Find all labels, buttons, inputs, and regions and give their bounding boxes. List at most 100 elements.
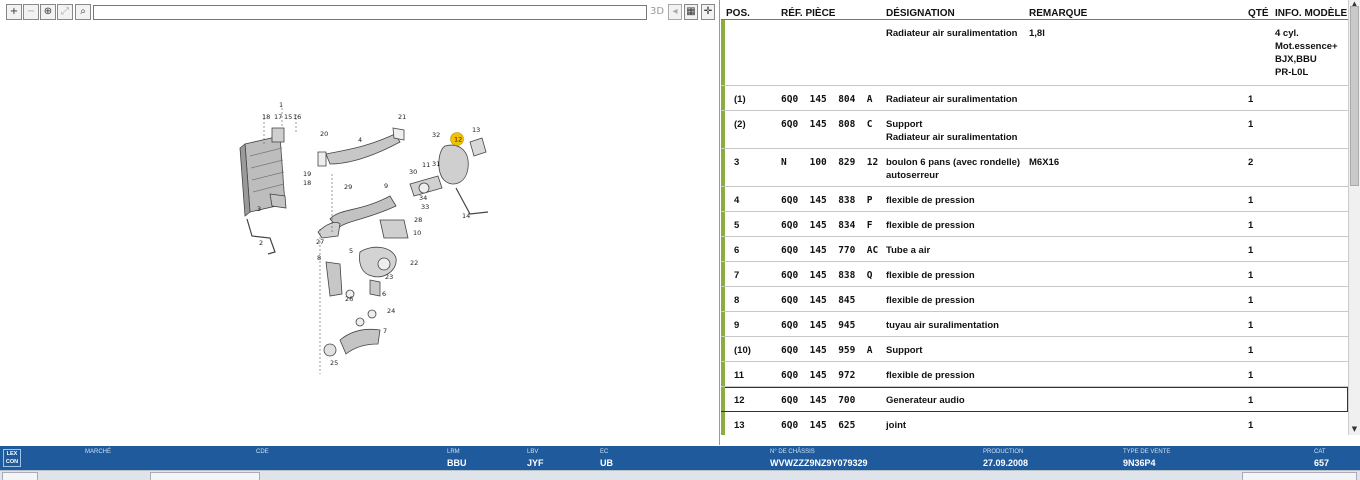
callout-label: 26 xyxy=(345,295,353,303)
3d-mode-toggle[interactable]: 3D xyxy=(650,6,665,17)
cell-qte: 1 xyxy=(1248,395,1254,406)
cell-pos: (1) xyxy=(734,94,746,105)
callout-label: 21 xyxy=(398,113,406,121)
prev-view-icon[interactable]: ◂ xyxy=(668,4,682,20)
cell-designation: flexible de pression xyxy=(886,220,975,231)
cell-info: 4 cyl. Mot.essence+ BJX,BBU PR-L0L xyxy=(1275,28,1338,78)
callout-label: 30 xyxy=(409,168,417,176)
cell-ref: 6Q0 145 625 xyxy=(781,420,856,431)
cell-ref: 6Q0 145 834 F xyxy=(781,220,873,231)
row-marker xyxy=(721,149,725,186)
zoom-area-button[interactable]: ⊕ xyxy=(40,4,56,20)
cell-qte: 1 xyxy=(1248,245,1254,256)
table-row[interactable]: Radiateur air suralimentation 1,8l 4 cyl. … xyxy=(721,20,1348,86)
cell-qte: 2 xyxy=(1248,157,1254,168)
header-qte[interactable]: QTÉ xyxy=(1248,8,1269,19)
zoom-out-button[interactable]: − xyxy=(23,4,39,20)
callout-labels: 1 18 17 15 16 19 18 3 2 20 4 21 32 12 13… xyxy=(257,101,480,367)
callout-label: 20 xyxy=(320,130,328,138)
row-marker xyxy=(721,312,725,336)
cell-ref: N 100 829 12 xyxy=(781,157,879,168)
table-row[interactable]: 11 6Q0 145 972 flexible de pression 1 xyxy=(721,362,1348,387)
vertical-scrollbar[interactable]: ▲ ▼ xyxy=(1348,0,1360,435)
table-row[interactable]: 5 6Q0 145 834 F flexible de pression 1 xyxy=(721,212,1348,237)
hose-7-drawing xyxy=(339,328,381,355)
table-row[interactable]: 13 6Q0 145 625 joint 1 xyxy=(721,412,1348,435)
cell-qte: 1 xyxy=(1248,345,1254,356)
callout-label: 17 xyxy=(274,113,282,121)
callout-label: 8 xyxy=(317,254,321,262)
taskbar-app-button[interactable] xyxy=(150,472,260,480)
cell-ref: 6Q0 145 700 xyxy=(781,395,856,406)
cell-pos: 9 xyxy=(734,320,740,331)
callout-label: 14 xyxy=(462,212,470,220)
production-value: 27.09.2008 xyxy=(983,458,1029,468)
header-designation[interactable]: DÉSIGNATION xyxy=(886,8,955,19)
search-input[interactable] xyxy=(93,5,647,20)
cell-designation: flexible de pression xyxy=(886,370,975,381)
crosshair-icon[interactable]: ✛ xyxy=(701,4,715,20)
scroll-down-icon[interactable]: ▼ xyxy=(1351,425,1358,433)
os-taskbar xyxy=(0,470,1360,480)
row-marker xyxy=(721,387,725,411)
callout-label: 19 xyxy=(303,170,311,178)
scroll-up-icon[interactable]: ▲ xyxy=(1351,0,1358,8)
cell-designation: Radiateur air suralimentation xyxy=(886,94,1018,105)
cell-designation: Radiateur air suralimentation xyxy=(886,28,1018,39)
hose-4-drawing xyxy=(325,133,401,165)
cell-ref: 6Q0 145 804 A xyxy=(781,94,873,105)
system-tray xyxy=(1242,472,1357,480)
cell-qte: 1 xyxy=(1248,220,1254,231)
row-marker xyxy=(721,111,725,148)
cell-ref: 6Q0 145 945 xyxy=(781,320,856,331)
row-marker xyxy=(721,187,725,211)
table-row[interactable]: 8 6Q0 145 845 flexible de pression 1 xyxy=(721,287,1348,312)
marche-label: MARCHÉ xyxy=(85,449,112,455)
header-pos[interactable]: POS. xyxy=(726,8,750,19)
chassis-label: N° DE CHÂSSIS xyxy=(770,449,815,455)
cell-ref: 6Q0 145 838 P xyxy=(781,195,873,206)
callout-label: 31 xyxy=(432,160,440,168)
cell-ref: 6Q0 145 838 Q xyxy=(781,270,873,281)
cell-qte: 1 xyxy=(1248,295,1254,306)
lrm-label: LRM xyxy=(447,449,460,455)
table-row-selected[interactable]: 12 6Q0 145 700 Generateur audio 1 xyxy=(721,387,1348,412)
table-row[interactable]: (2) 6Q0 145 808 C Support Radiateur air su… xyxy=(721,111,1348,149)
table-row[interactable]: 6 6Q0 145 770 AC Tube a air 1 xyxy=(721,237,1348,262)
row-marker xyxy=(721,362,725,386)
chassis-value: WVWZZZ9NZ9Y079329 xyxy=(770,458,868,468)
table-row[interactable]: (10) 6Q0 145 959 A Support 1 xyxy=(721,337,1348,362)
zoom-fit-button[interactable]: ⤢ xyxy=(57,4,73,20)
start-button[interactable] xyxy=(2,472,38,480)
table-row[interactable]: 4 6Q0 145 838 P flexible de pression 1 xyxy=(721,187,1348,212)
grid-view-icon[interactable]: ▦ xyxy=(684,4,698,20)
scroll-thumb[interactable] xyxy=(1350,6,1359,186)
highlight-marker-icon[interactable] xyxy=(450,132,464,146)
callout-label: 5 xyxy=(349,247,353,255)
zoom-in-button[interactable]: + xyxy=(6,4,22,20)
hose-9-drawing xyxy=(329,195,397,229)
callout-label: 29 xyxy=(344,183,352,191)
callout-label: 32 xyxy=(432,131,440,139)
cell-qte: 1 xyxy=(1248,420,1254,431)
cell-pos: 12 xyxy=(734,395,745,406)
header-ref[interactable]: RÉF. PIÈCE xyxy=(781,8,836,19)
parts-table-body: Radiateur air suralimentation 1,8l 4 cyl. … xyxy=(721,20,1348,435)
diagram-toolbar: + − ⊕ ⤢ ⌕ 3D ◂ ▦ ✛ xyxy=(0,4,720,22)
search-button[interactable]: ⌕ xyxy=(75,4,91,20)
cell-designation: tuyau air suralimentation xyxy=(886,320,999,331)
callout-label: 10 xyxy=(413,229,421,237)
exploded-parts-diagram: 1 18 17 15 16 19 18 3 2 20 4 21 32 12 13… xyxy=(239,101,489,374)
sales-type-value: 9N36P4 xyxy=(1123,458,1156,468)
callout-label: 3 xyxy=(257,205,261,213)
row-marker xyxy=(721,287,725,311)
table-row[interactable]: (1) 6Q0 145 804 A Radiateur air suraliment… xyxy=(721,86,1348,111)
cell-pos: 4 xyxy=(734,195,740,206)
cell-pos: (10) xyxy=(734,345,751,356)
header-remarque[interactable]: REMARQUE xyxy=(1029,8,1088,19)
table-row[interactable]: 7 6Q0 145 838 Q flexible de pression 1 xyxy=(721,262,1348,287)
table-row[interactable]: 3 N 100 829 12 boulon 6 pans (avec rondell… xyxy=(721,149,1348,187)
header-info[interactable]: INFO. MODÈLE xyxy=(1275,8,1348,19)
cell-designation: Support Radiateur air suralimentation xyxy=(886,119,1018,143)
table-row[interactable]: 9 6Q0 145 945 tuyau air suralimentation 1 xyxy=(721,312,1348,337)
